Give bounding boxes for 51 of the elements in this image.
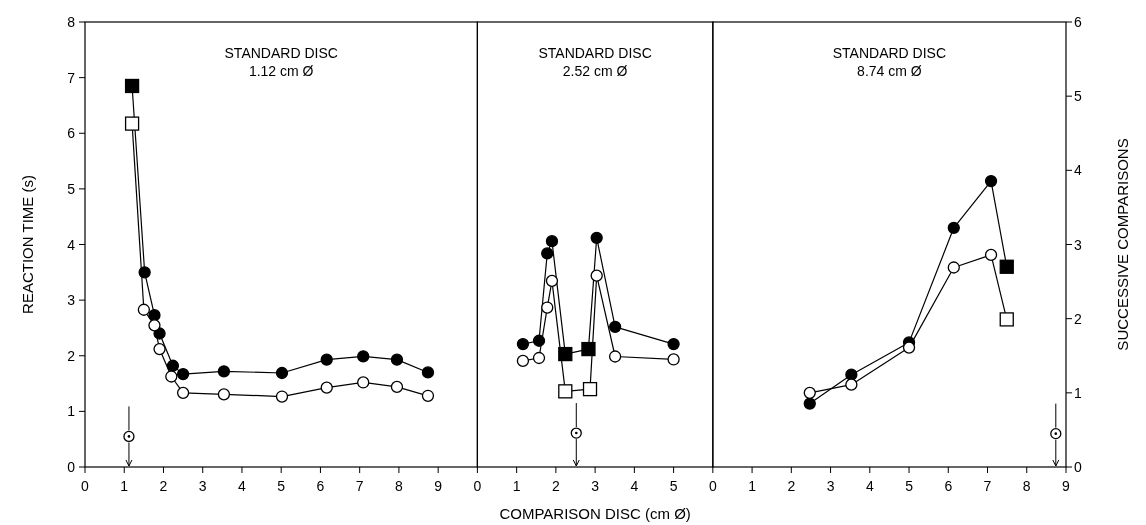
y2-tick-label: 0	[1074, 459, 1082, 475]
y2-tick-label: 4	[1074, 162, 1082, 179]
y2-tick-label: 2	[1074, 310, 1082, 327]
y-tick-label: 5	[67, 180, 76, 197]
x-tick-label: 1	[748, 478, 757, 494]
x-tick-label: 0	[473, 478, 482, 494]
x-tick-label: 7	[983, 478, 992, 494]
x-tick-label: 1	[512, 478, 521, 494]
x-tick-label: 3	[198, 478, 207, 494]
y-tick-label: 6	[67, 125, 76, 142]
x-tick-label: 9	[1062, 478, 1071, 494]
x-tick-label: 1	[120, 478, 129, 494]
x-tick-label: 4	[238, 478, 247, 494]
x-tick-label: 7	[355, 478, 364, 494]
y-tick-label: 4	[67, 236, 76, 253]
y2-axis-title: SUCCESSIVE COMPARISONS	[1114, 138, 1131, 351]
y2-tick-label: 3	[1074, 236, 1082, 253]
x-tick-label: 3	[591, 478, 600, 494]
x-tick-label: 5	[669, 478, 678, 494]
x-tick-label: 9	[434, 478, 443, 494]
y-tick-label: 8	[67, 14, 76, 30]
y-tick-label: 1	[67, 403, 76, 420]
text: STANDARD DISC	[538, 45, 652, 61]
x-tick-label: 0	[708, 478, 717, 494]
y2-tick-label: 6	[1074, 14, 1082, 30]
x-tick-label: 4	[630, 478, 639, 494]
text: 8.74 cm Ø	[857, 63, 922, 79]
x-tick-label: 4	[865, 478, 874, 494]
x-tick-label: 2	[787, 478, 796, 494]
y-tick-label: 2	[67, 347, 76, 364]
x-tick-label: 5	[277, 478, 286, 494]
text: 2.52 cm Ø	[562, 63, 628, 79]
x-tick-label: 2	[551, 478, 560, 494]
x-tick-label: 2	[159, 478, 168, 494]
x-tick-label: 5	[905, 478, 914, 494]
x-tick-label: 8	[395, 478, 404, 494]
y2-tick-label: 5	[1074, 88, 1082, 105]
x-tick-label: 0	[81, 478, 90, 494]
text: STANDARD DISC	[224, 45, 338, 61]
y-tick-label: 0	[67, 459, 76, 475]
y-tick-label: 7	[67, 69, 76, 86]
text: STANDARD DISC	[832, 45, 947, 61]
x-axis-title: COMPARISON DISC (cm Ø)	[499, 505, 691, 522]
x-tick-label: 6	[944, 478, 953, 494]
y-tick-label: 3	[67, 292, 76, 309]
y-axis-title: REACTION TIME (s)	[19, 175, 36, 314]
x-tick-label: 3	[826, 478, 835, 494]
y2-tick-label: 1	[1074, 384, 1082, 401]
x-tick-label: 6	[316, 478, 325, 494]
text: 1.12 cm Ø	[248, 63, 314, 79]
x-tick-label: 8	[1022, 478, 1031, 494]
